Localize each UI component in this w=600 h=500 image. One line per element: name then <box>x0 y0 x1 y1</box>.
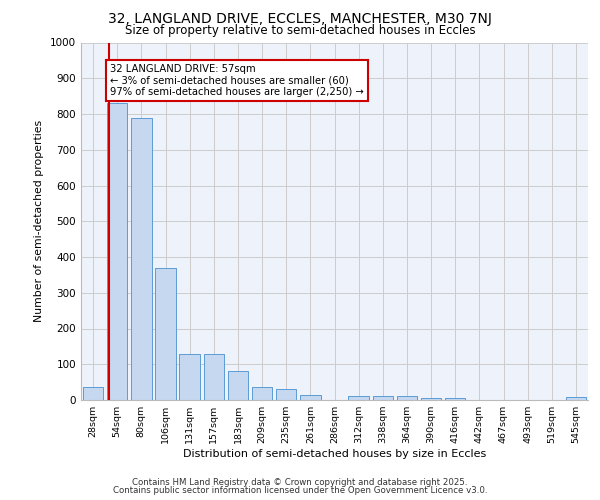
Y-axis label: Number of semi-detached properties: Number of semi-detached properties <box>34 120 44 322</box>
Bar <box>397 396 417 400</box>
Bar <box>276 390 296 400</box>
Bar <box>252 388 272 400</box>
Bar <box>155 268 176 400</box>
Bar <box>107 104 127 400</box>
Bar <box>83 388 103 400</box>
X-axis label: Distribution of semi-detached houses by size in Eccles: Distribution of semi-detached houses by … <box>183 449 486 459</box>
Bar <box>179 354 200 400</box>
Bar <box>445 398 466 400</box>
Text: Contains HM Land Registry data © Crown copyright and database right 2025.: Contains HM Land Registry data © Crown c… <box>132 478 468 487</box>
Bar <box>421 398 442 400</box>
Bar <box>227 370 248 400</box>
Text: Contains public sector information licensed under the Open Government Licence v3: Contains public sector information licen… <box>113 486 487 495</box>
Bar <box>131 118 152 400</box>
Text: 32 LANGLAND DRIVE: 57sqm
← 3% of semi-detached houses are smaller (60)
97% of se: 32 LANGLAND DRIVE: 57sqm ← 3% of semi-de… <box>110 64 364 97</box>
Text: 32, LANGLAND DRIVE, ECCLES, MANCHESTER, M30 7NJ: 32, LANGLAND DRIVE, ECCLES, MANCHESTER, … <box>108 12 492 26</box>
Text: Size of property relative to semi-detached houses in Eccles: Size of property relative to semi-detach… <box>125 24 475 37</box>
Bar <box>300 394 320 400</box>
Bar <box>203 354 224 400</box>
Bar <box>373 396 393 400</box>
Bar <box>349 396 369 400</box>
Bar <box>566 397 586 400</box>
